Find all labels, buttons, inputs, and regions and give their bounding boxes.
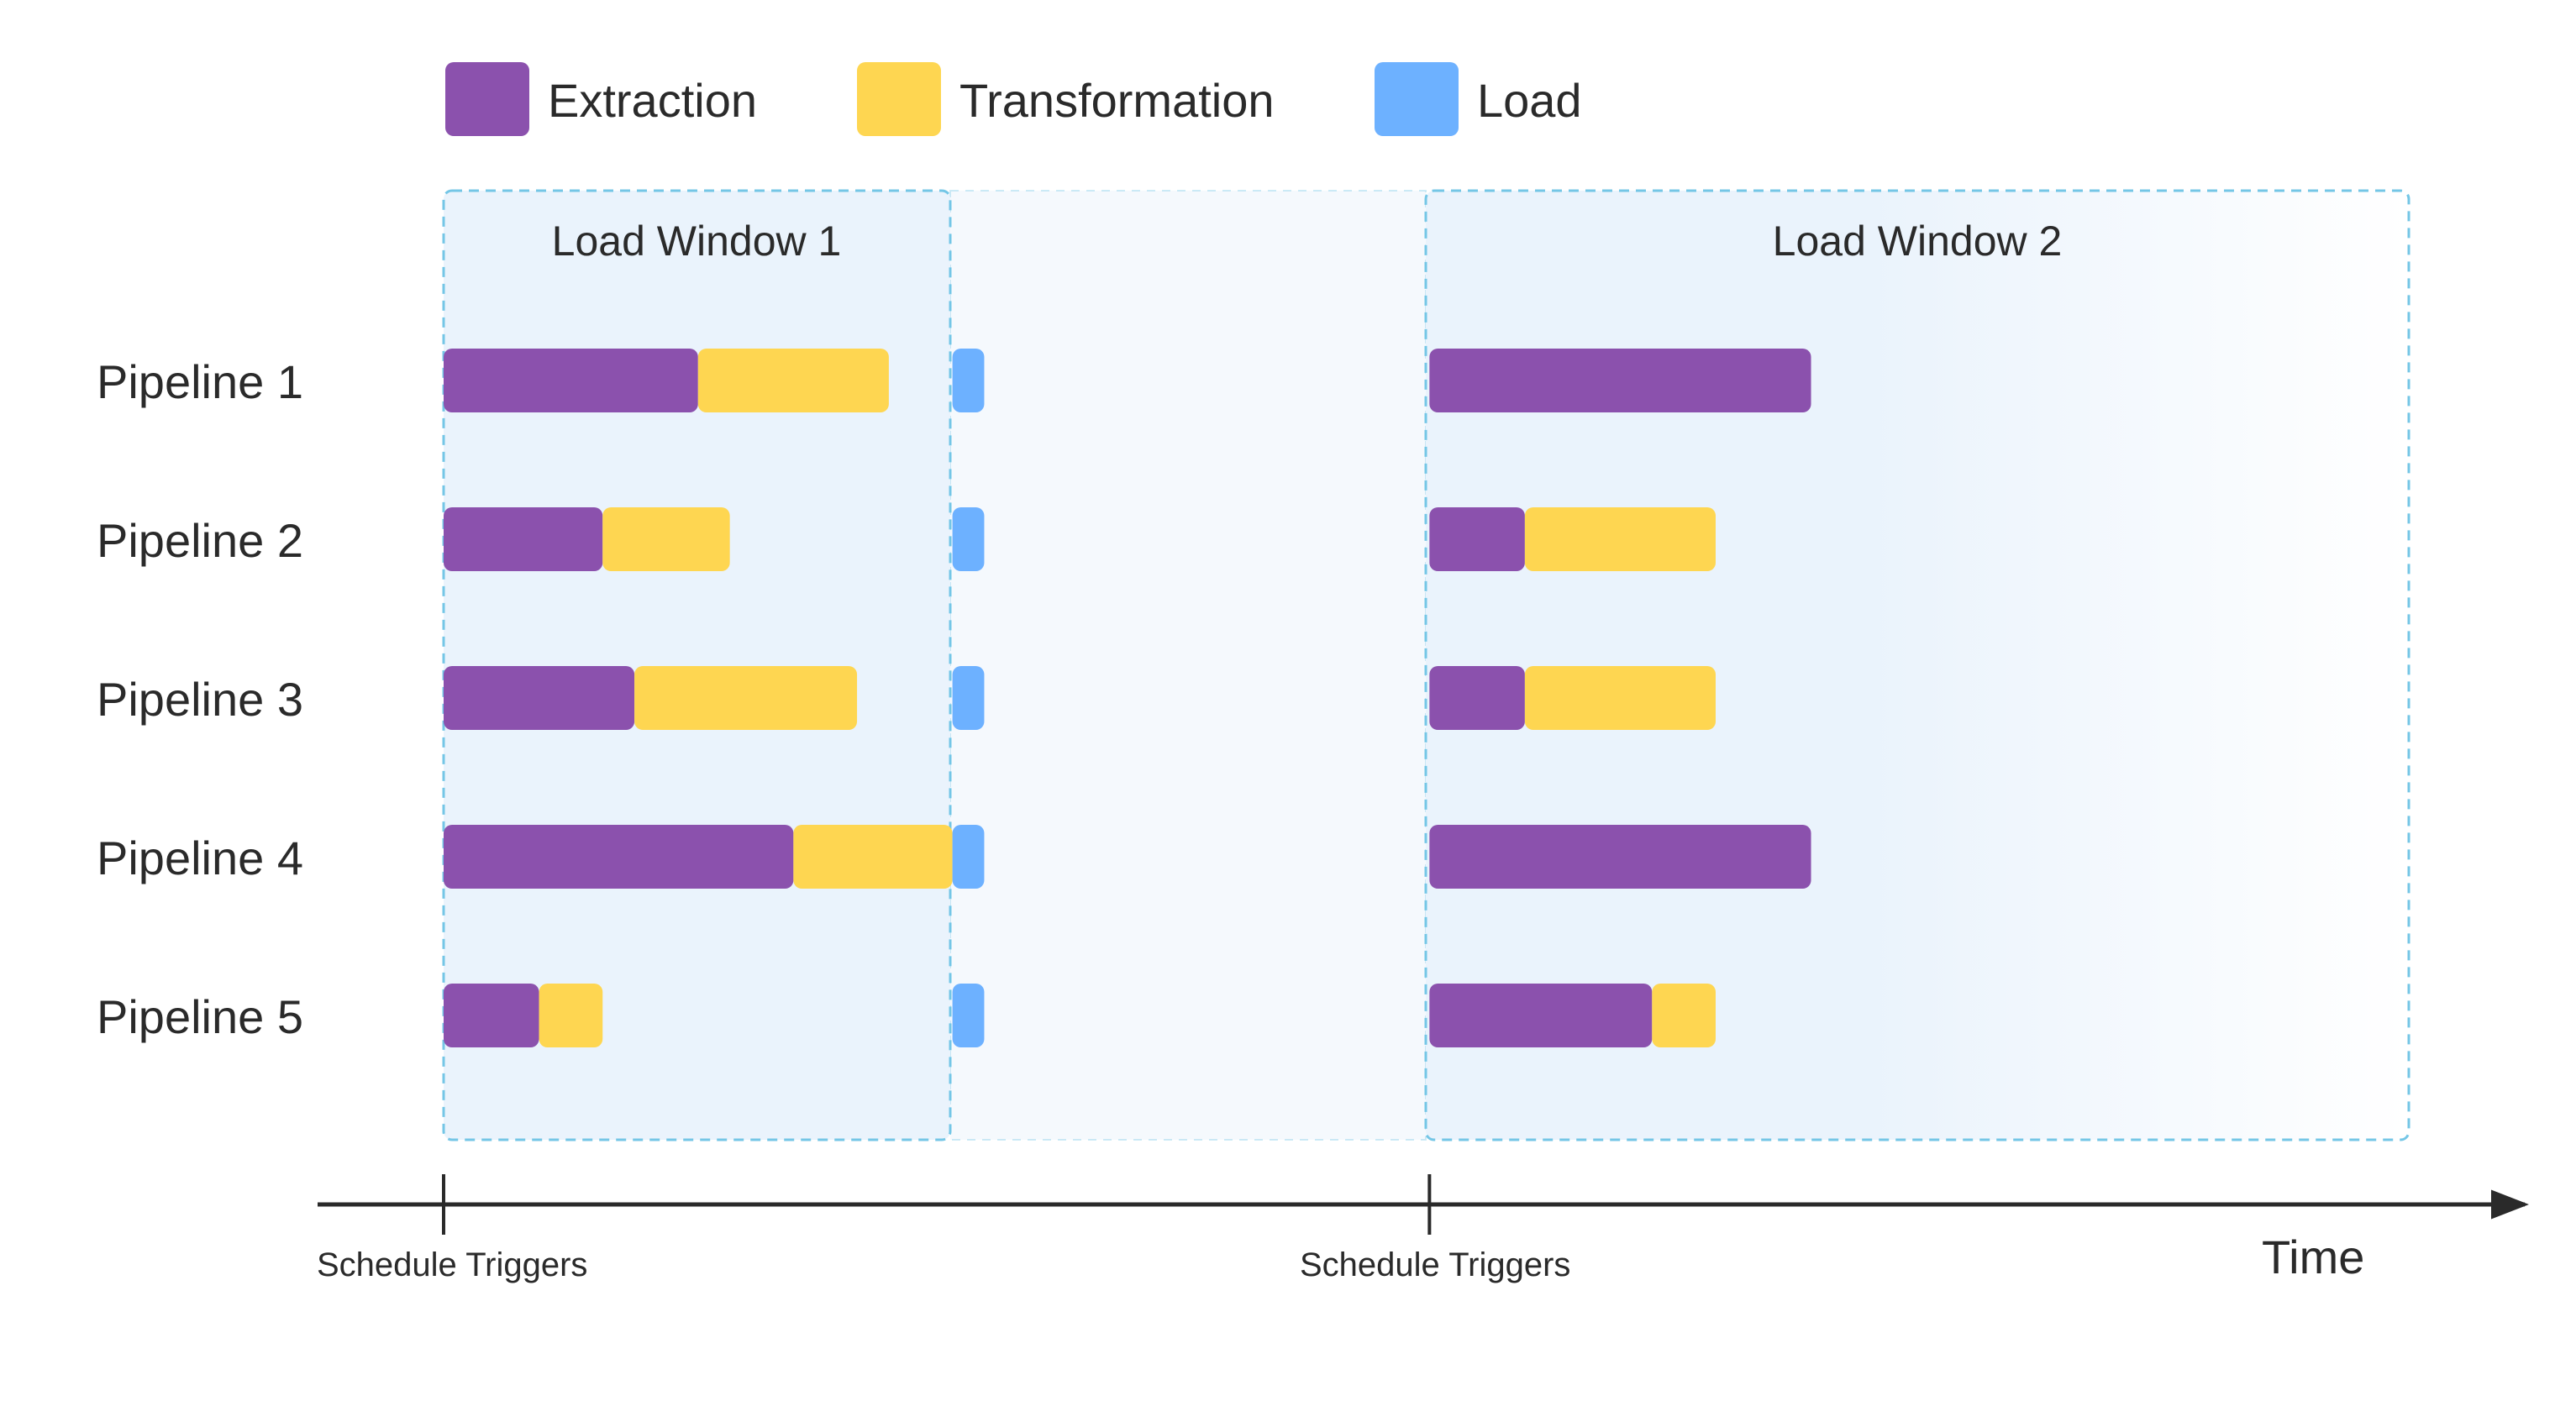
extraction-bar [1429, 507, 1525, 571]
schedule-trigger-label: Schedule Triggers [1300, 1246, 1570, 1283]
extraction-bar [1429, 825, 1811, 889]
load-swatch [1375, 62, 1459, 136]
inter-window-gap [949, 190, 1427, 1141]
load-bar [952, 666, 985, 730]
legend-label-transformation: Transformation [959, 74, 1275, 127]
legend-item-transformation: Transformation [857, 62, 1275, 136]
extraction-bar [444, 666, 635, 730]
load-window-2-title: Load Window 2 [1773, 218, 2063, 265]
load-window-1-box [442, 189, 952, 1141]
load-window-2-box [1424, 189, 2410, 1141]
legend-item-load: Load [1375, 62, 1582, 136]
pipeline-label: Pipeline 2 [97, 514, 303, 567]
windows-layer: Load Window 1 Load Window 2 [442, 189, 2410, 1141]
load-bar [952, 349, 985, 412]
legend: Extraction Transformation Load [445, 62, 1582, 136]
pipeline-label: Pipeline 4 [97, 832, 303, 884]
transformation-swatch [857, 62, 941, 136]
time-axis-label: Time [2262, 1230, 2364, 1283]
load-bar [952, 507, 985, 571]
legend-label-load: Load [1477, 74, 1582, 127]
transformation-bar [1524, 666, 1716, 730]
load-window-1-title: Load Window 1 [552, 218, 842, 265]
pipeline-label: Pipeline 5 [97, 990, 303, 1043]
pipeline-label: Pipeline 3 [97, 673, 303, 726]
transformation-bar [634, 666, 858, 730]
time-axis: Schedule Triggers Schedule Triggers Time [317, 1174, 2529, 1283]
extraction-bar [1429, 984, 1653, 1047]
extraction-bar [444, 507, 603, 571]
schedule-trigger-label: Schedule Triggers [317, 1246, 587, 1283]
transformation-bar [697, 349, 889, 412]
extraction-swatch [445, 62, 529, 136]
legend-item-extraction: Extraction [445, 62, 757, 136]
transformation-bar [1652, 984, 1716, 1047]
pipeline-bars [444, 349, 1811, 1047]
transformation-bar [793, 825, 953, 889]
pipeline-label: Pipeline 1 [97, 355, 303, 408]
extraction-bar [444, 825, 794, 889]
extraction-bar [444, 984, 539, 1047]
extraction-bar [1429, 666, 1525, 730]
extraction-bar [1429, 349, 1811, 412]
transformation-bar [539, 984, 603, 1047]
pipeline-labels: Pipeline 1 Pipeline 2 Pipeline 3 Pipelin… [97, 355, 303, 1043]
load-bar [952, 984, 985, 1047]
legend-label-extraction: Extraction [548, 74, 757, 127]
load-bar [952, 825, 985, 889]
transformation-bar [602, 507, 730, 571]
extraction-bar [444, 349, 698, 412]
transformation-bar [1524, 507, 1716, 571]
